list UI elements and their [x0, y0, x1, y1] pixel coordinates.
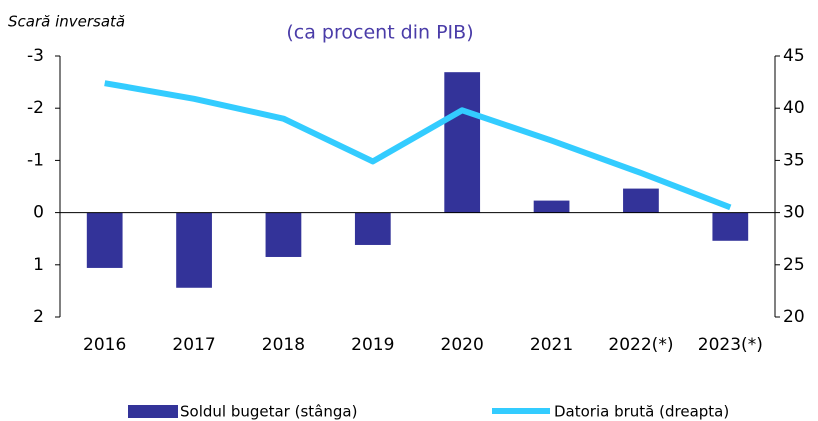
x-tick-label: 2020 — [441, 335, 484, 355]
y2-tick-label: 20 — [783, 307, 805, 327]
legend-swatch — [128, 405, 178, 418]
bar — [533, 200, 570, 213]
bar — [354, 212, 391, 245]
x-tick-label: 2016 — [83, 335, 126, 355]
y2-tick-label: 30 — [783, 203, 805, 223]
bar — [444, 72, 481, 213]
bar — [86, 212, 123, 268]
y2-tick-label: 45 — [783, 46, 805, 66]
y-tick-label: 1 — [33, 255, 44, 275]
y2-tick-label: 40 — [783, 98, 805, 118]
line — [104, 80, 732, 211]
bar — [623, 188, 659, 213]
bar — [265, 212, 302, 257]
x-tick-label: 2023(*) — [698, 335, 763, 355]
y-tick-label: -3 — [27, 46, 44, 66]
legend-label: Datoria brută (dreapta) — [554, 403, 729, 421]
bar — [176, 212, 212, 288]
x-tick-label: 2022(*) — [608, 335, 673, 355]
x-tick-label: 2017 — [172, 335, 215, 355]
y2-tick-label: 35 — [783, 150, 805, 170]
x-tick-label: 2018 — [262, 335, 305, 355]
legend-label: Soldul bugetar (stânga) — [180, 403, 357, 421]
x-tick-label: 2021 — [530, 335, 573, 355]
bar — [712, 212, 749, 241]
y-tick-label: 0 — [33, 203, 44, 223]
y-tick-label: -2 — [27, 98, 44, 118]
y-tick-label: 2 — [33, 307, 44, 327]
annotation: Scară inversată — [8, 13, 125, 31]
x-tick-label: 2019 — [351, 335, 394, 355]
chart-subtitle: (ca procent din PIB) — [286, 22, 473, 44]
y2-tick-label: 25 — [783, 255, 805, 275]
y-tick-label: -1 — [27, 150, 44, 170]
